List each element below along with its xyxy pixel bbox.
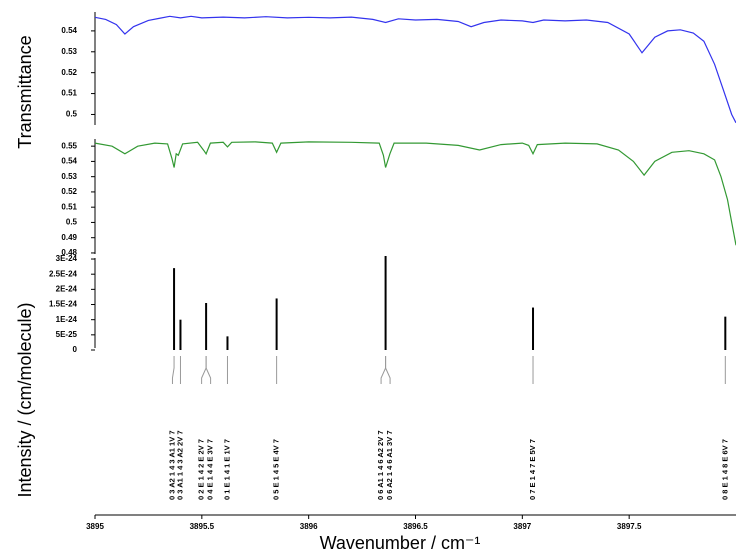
assignment-label: 0 1 E 1 4 1 E 1V 7 — [222, 439, 231, 500]
leader-line — [385, 356, 391, 384]
leader-line — [201, 356, 207, 384]
assignment-label: 0 8 E 1 4 8 E 6V 7 — [720, 439, 729, 500]
y-tick-label: 1.5E-24 — [49, 300, 78, 309]
y-tick-label: 0.5 — [66, 218, 78, 227]
y-tick-label: 0.54 — [61, 157, 77, 166]
assignment-label: 0 7 E 1 4 7 E 5V 7 — [528, 439, 537, 500]
x-tick-label: 3895.5 — [190, 522, 215, 531]
spectrum-line — [94, 141, 736, 246]
spectrum-line — [94, 15, 736, 124]
assignment-label: 0 5 E 1 4 5 E 4V 7 — [272, 439, 281, 500]
y-tick-label: 5E-25 — [56, 330, 78, 339]
y-tick-label: 2.5E-24 — [49, 269, 78, 278]
y-tick-label: 1E-24 — [56, 315, 78, 324]
assignment-label: 0 3 A2 1 4 3 A1 1V 7 — [167, 431, 176, 501]
assignment-label: 0 6 A2 1 4 6 A1 3V 7 — [385, 431, 394, 501]
x-tick-label: 3897 — [513, 522, 531, 531]
x-tick-label: 3896 — [300, 522, 318, 531]
y-tick-label: 0.55 — [61, 141, 77, 150]
x-tick-label: 3895 — [86, 522, 104, 531]
y-tick-label: 0.53 — [61, 47, 77, 56]
assignment-label: 0 3 A1 1 4 3 A2 2V 7 — [175, 431, 184, 501]
assignment-label: 0 6 A1 1 4 6 A2 2V 7 — [376, 431, 385, 501]
y-tick-label: 0.48 — [61, 248, 77, 257]
y-axis-title: Intensity / (cm/molecule) — [15, 302, 35, 497]
y-tick-label: 2E-24 — [56, 284, 78, 293]
y-tick-label: 0.52 — [61, 187, 77, 196]
x-tick-label: 3896.5 — [403, 522, 428, 531]
y-tick-label: 0.52 — [61, 68, 77, 77]
y-tick-label: 0 — [73, 345, 78, 354]
leader-line — [205, 356, 212, 384]
assignment-label: 0 2 E 1 4 2 E 2V 7 — [197, 439, 206, 500]
y-tick-label: 0.51 — [61, 202, 77, 211]
x-axis-title: Wavenumber / cm⁻¹ — [320, 533, 481, 553]
y-axis-title: Transmittance — [15, 35, 35, 148]
assignment-label: 0 4 E 1 4 4 E 3V 7 — [206, 439, 215, 500]
y-tick-label: 0.54 — [61, 26, 77, 35]
leader-line — [171, 356, 175, 384]
y-tick-label: 0.5 — [66, 110, 78, 119]
y-tick-label: 3E-24 — [56, 254, 78, 263]
x-tick-label: 3897.5 — [617, 522, 642, 531]
y-tick-label: 0.53 — [61, 172, 77, 181]
leader-line — [380, 356, 387, 384]
y-tick-label: 0.49 — [61, 233, 77, 242]
y-tick-label: 0.51 — [61, 89, 77, 98]
